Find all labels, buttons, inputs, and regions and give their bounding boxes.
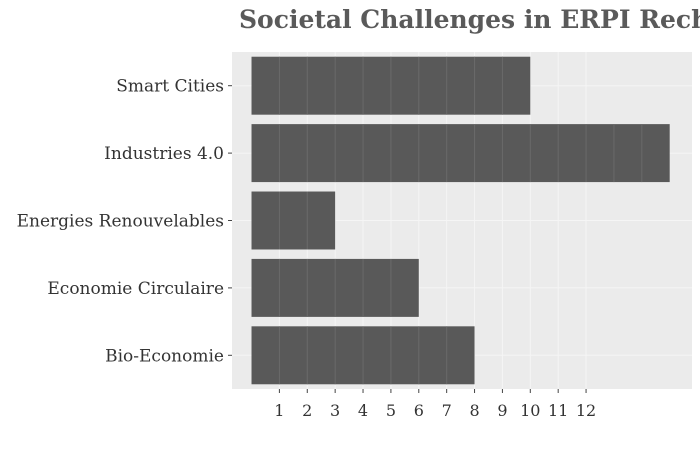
x-axis-ticks: 1 2 3 4 5 6 7 8 9 10 11 12 bbox=[274, 389, 596, 420]
bars bbox=[251, 56, 670, 385]
x-tick-label: 12 bbox=[576, 401, 596, 420]
category-label: Economie Circulaire bbox=[47, 279, 224, 299]
chart-title: Societal Challenges in ERPI Recherche bbox=[239, 5, 700, 34]
category-label: Bio-Economie bbox=[105, 346, 224, 366]
x-tick-label: 8 bbox=[469, 401, 479, 420]
category-label: Industries 4.0 bbox=[104, 144, 224, 164]
x-tick-label: 5 bbox=[386, 401, 396, 420]
bar bbox=[251, 191, 336, 250]
category-label: Smart Cities bbox=[116, 77, 224, 97]
category-labels: Smart Cities Industries 4.0 Energies Renou… bbox=[17, 77, 232, 366]
x-tick-label: 6 bbox=[414, 401, 424, 420]
x-tick-label: 4 bbox=[358, 401, 368, 420]
x-tick-label: 3 bbox=[330, 401, 340, 420]
category-label: Energies Renouvelables bbox=[17, 212, 224, 232]
x-tick-label: 1 bbox=[274, 401, 284, 420]
bar bbox=[251, 124, 670, 183]
x-tick-label: 11 bbox=[548, 401, 568, 420]
x-tick-label: 9 bbox=[497, 401, 507, 420]
x-tick-label: 10 bbox=[520, 401, 540, 420]
x-tick-label: 7 bbox=[442, 401, 452, 420]
x-tick-label: 2 bbox=[302, 401, 312, 420]
